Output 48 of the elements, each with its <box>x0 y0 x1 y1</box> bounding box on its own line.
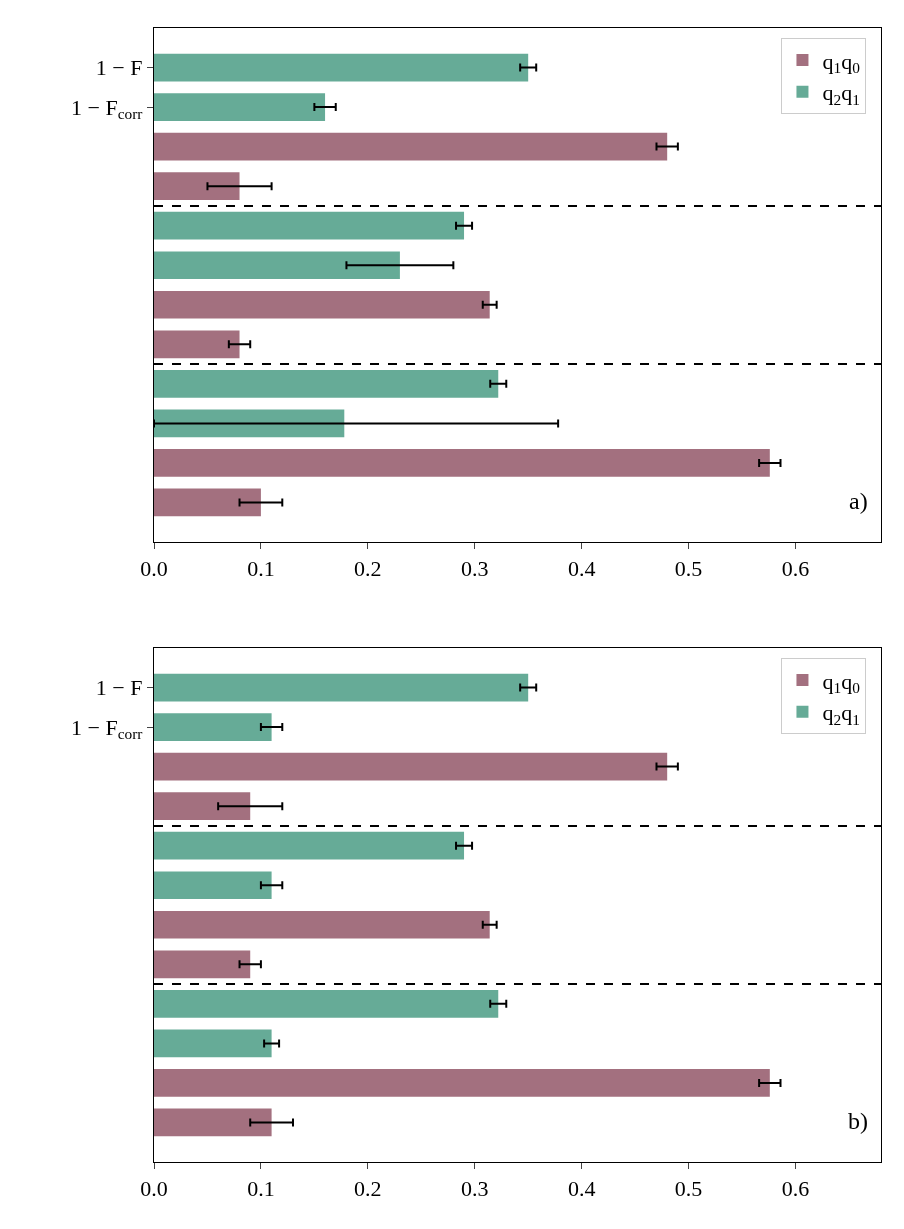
bar <box>154 330 240 359</box>
bar <box>154 990 499 1018</box>
bar <box>154 370 499 398</box>
bar <box>154 871 272 900</box>
x-tick-label: 0.3 <box>460 1175 489 1201</box>
x-tick-label: 0.6 <box>781 1175 810 1201</box>
bar <box>154 752 668 781</box>
legend-label: q$_{2}$q$_{1}$ <box>822 80 860 108</box>
x-tick-label: 0.0 <box>140 555 168 581</box>
legend-label: q$_{1}$q$_{0}$ <box>822 668 861 697</box>
y-tick-label: 1 − F$_{corr}$ <box>71 714 143 743</box>
x-tick-label: 0.5 <box>674 1175 703 1201</box>
bar <box>154 449 770 477</box>
annotation: a) <box>849 488 868 514</box>
bar <box>154 950 251 979</box>
bar <box>154 713 272 741</box>
y-tick-label: 1 − F$_{corr}$ <box>71 94 143 123</box>
x-tick-label: 0.3 <box>460 555 489 581</box>
bar <box>154 910 490 939</box>
bar <box>154 172 240 200</box>
bar <box>154 831 465 860</box>
bar <box>154 290 490 319</box>
bar <box>154 409 345 438</box>
x-tick-label: 0.2 <box>354 1175 382 1201</box>
x-tick-label: 0.2 <box>354 555 382 581</box>
bar <box>154 211 465 240</box>
y-tick-label: 1 − F <box>95 55 143 81</box>
bar <box>154 132 668 161</box>
bar <box>154 53 529 82</box>
x-tick-label: 0.1 <box>247 555 275 581</box>
legend-label: q$_{2}$q$_{1}$ <box>822 700 860 728</box>
x-tick-label: 0.4 <box>567 1175 596 1201</box>
bar <box>154 792 251 820</box>
x-tick-label: 0.0 <box>140 1175 168 1201</box>
x-tick-label: 0.1 <box>247 1175 275 1201</box>
bar <box>154 251 400 280</box>
bar <box>154 1069 770 1097</box>
annotation: b) <box>848 1108 868 1134</box>
bar <box>154 1029 272 1058</box>
x-tick-label: 0.5 <box>674 555 703 581</box>
x-tick-label: 0.4 <box>567 555 596 581</box>
legend-label: q$_{1}$q$_{0}$ <box>822 48 861 77</box>
x-tick-label: 0.6 <box>781 555 810 581</box>
y-tick-label: 1 − F <box>95 675 143 701</box>
bar <box>154 1108 272 1137</box>
bar <box>154 488 261 517</box>
bar <box>154 93 326 121</box>
bar <box>154 673 529 702</box>
